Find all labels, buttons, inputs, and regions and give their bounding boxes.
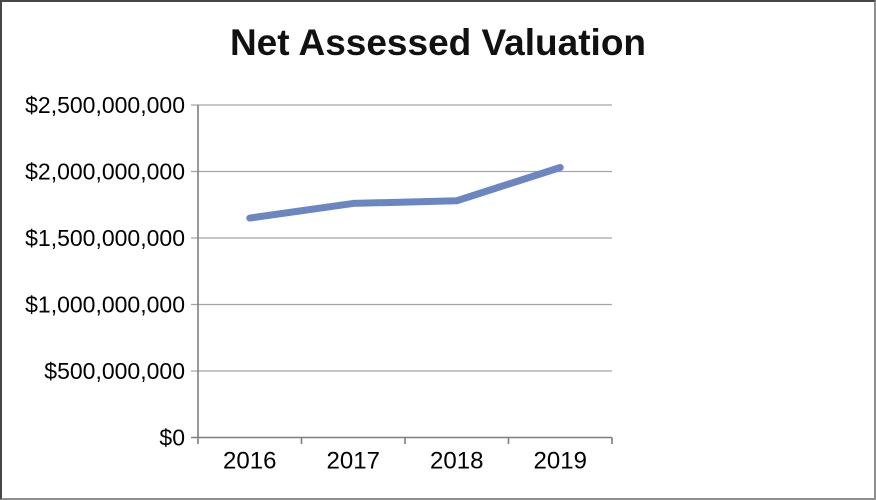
y-tick-label: $500,000,000	[44, 358, 185, 384]
chart-title: Net Assessed Valuation	[229, 22, 647, 63]
y-tick-label: $2,000,000,000	[25, 159, 185, 185]
y-tick-label: $1,500,000,000	[25, 225, 185, 251]
y-tick-label: $0	[159, 425, 185, 451]
x-tick-label: 2019	[534, 448, 587, 475]
x-tick-label: 2017	[327, 448, 380, 475]
y-tick-label: $1,000,000,000	[25, 292, 185, 318]
x-tick-label: 2016	[223, 448, 276, 475]
x-tick-label: 2018	[430, 448, 483, 475]
y-tick-label: $2,500,000,000	[25, 92, 185, 118]
series-line-net-assessed-valuation	[246, 164, 564, 222]
